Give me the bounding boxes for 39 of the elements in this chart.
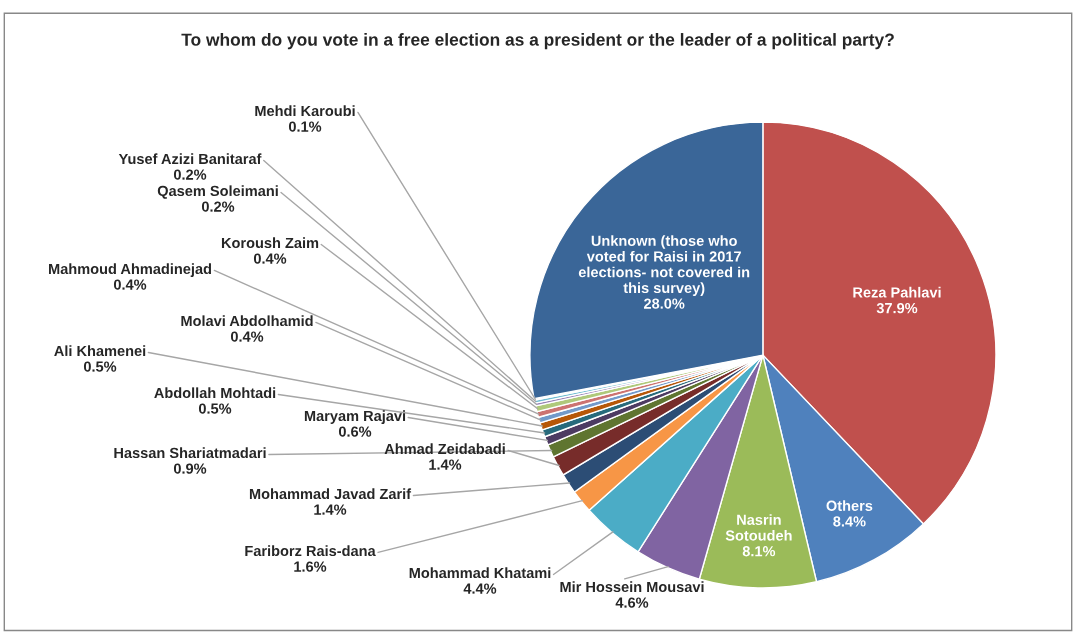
data-label: 0.5% <box>83 361 117 372</box>
slice-label: Ali Khamenei <box>54 345 146 357</box>
data-label: 0.1% <box>288 121 322 132</box>
slice-label: Fariborz Rais-dana <box>245 545 376 557</box>
data-label: 1.4% <box>429 459 462 470</box>
data-label: 0.4% <box>113 279 147 290</box>
slice-label: Mohammad Khatami <box>409 567 551 579</box>
slice-label: Ahmad Zeidabadi <box>384 443 505 455</box>
slice-label: Mohammad Javad Zarif <box>249 488 412 500</box>
data-label: 1.6% <box>294 561 327 572</box>
data-label: 0.5% <box>198 403 232 414</box>
slice-label: Others <box>826 500 873 511</box>
data-label: 8.4% <box>833 516 866 527</box>
data-label: 0.4% <box>230 331 264 342</box>
data-label: 0.2% <box>201 201 235 212</box>
slice-label: Koroush Zaim <box>221 237 319 249</box>
slice-label: Nasrin Sotoudeh <box>725 514 792 541</box>
data-label: 0.2% <box>173 169 207 180</box>
data-label: 0.4% <box>253 253 287 264</box>
data-label: 37.9% <box>876 302 918 314</box>
data-label: 28.0% <box>644 298 685 309</box>
slice-label: Qasem Soleimani <box>157 185 278 199</box>
slice-label: Unknown (those who voted for Raisi in 2017 elections- not covered in this survey) <box>578 235 750 296</box>
slice-label: Abdollah Mohtadi <box>154 387 276 399</box>
slice-label: Hassan Shariatmadari <box>114 447 266 459</box>
slice-label: Mahmoud Ahmadinejad <box>49 263 212 277</box>
slice-label: Reza Pahlavi <box>853 286 941 298</box>
data-label: 1.4% <box>314 504 347 515</box>
data-label: 8.1% <box>742 546 776 557</box>
slice-label: Mehdi Karoubi <box>255 105 355 117</box>
slice-label: Molavi Abdolhamid <box>181 315 313 327</box>
data-label: 4.4% <box>463 583 497 594</box>
slice-label: Mir Hossein Mousavi <box>560 581 704 593</box>
slice-label: Maryam Rajavi <box>304 410 406 424</box>
chart-title: To whom do you vote in a free election as a president or the leader of a political party? <box>181 33 894 50</box>
slice-label: Yusef Azizi Banitaraf <box>118 153 262 165</box>
data-label: 0.9% <box>173 463 207 474</box>
data-label: 0.6% <box>338 426 372 437</box>
data-label: 4.6% <box>615 597 649 608</box>
